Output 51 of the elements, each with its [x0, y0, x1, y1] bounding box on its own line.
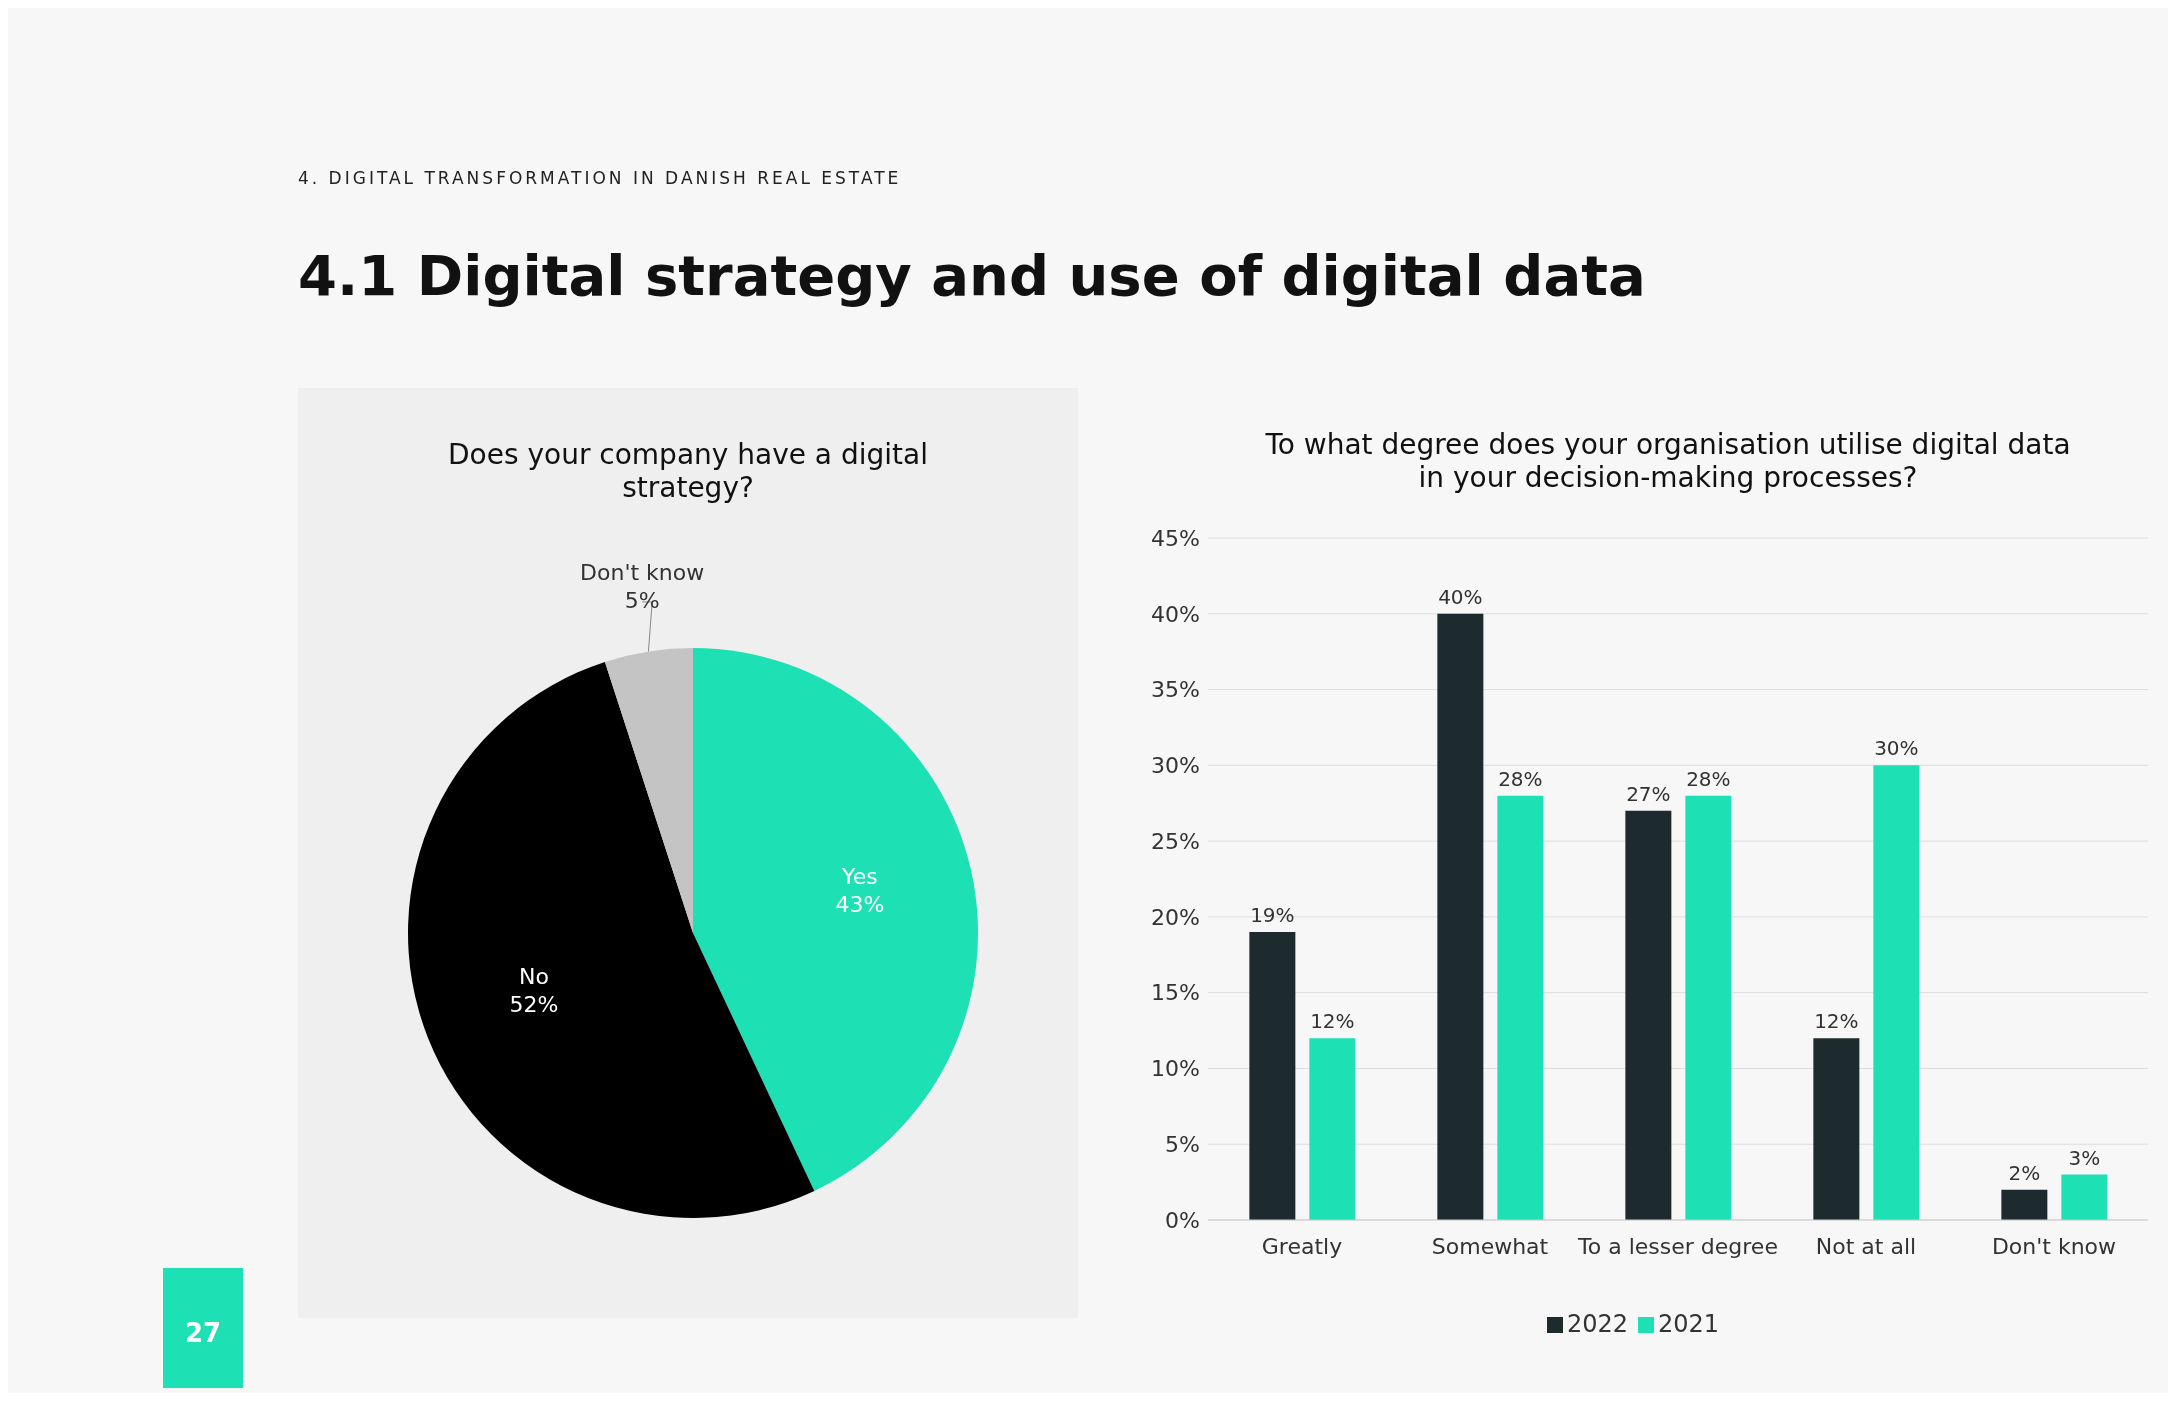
data-label: 5%: [624, 588, 660, 613]
pie-slice: [408, 661, 815, 1218]
data-label: 40%: [1438, 584, 1483, 609]
text: 4.1 Digital strategy and use of digital data: [298, 243, 1646, 308]
slice-label: No: [519, 963, 549, 989]
data-label: 52%: [509, 991, 559, 1017]
bar: [1873, 765, 1920, 1220]
pie-slice: [693, 648, 978, 1191]
data-label: 12%: [1310, 1009, 1355, 1034]
x-tick-label: Greatly: [1261, 1233, 1343, 1259]
bar: [2061, 1174, 2108, 1220]
legend-label: 2022: [1566, 1310, 1628, 1338]
chart-title: Does your company have a digital strategy?: [448, 438, 928, 504]
pie-slice: [604, 648, 693, 933]
x-tick-label: Don't know: [1991, 1233, 2117, 1259]
y-tick-label: 15%: [1151, 980, 1200, 1006]
text: 4. DIGITAL TRANSFORMATION IN DANISH REAL ESTATE: [298, 168, 902, 188]
legend-label: 2021: [1658, 1310, 1720, 1338]
text: 27: [163, 1268, 243, 1388]
y-tick-label: 0%: [1165, 1207, 1200, 1233]
x-tick-label: To a lesser degree: [1577, 1233, 1778, 1259]
data-label: 43%: [835, 891, 885, 917]
slice-label: Don't know: [580, 560, 705, 585]
y-tick-label: 5%: [1165, 1132, 1200, 1158]
y-tick-label: 30%: [1151, 753, 1200, 779]
x-tick-label: Not at all: [1815, 1233, 1917, 1259]
data-label: 30%: [1874, 736, 1919, 761]
bar: [1249, 932, 1296, 1220]
x-tick-label: Somewhat: [1431, 1233, 1549, 1259]
bar: [1625, 810, 1672, 1220]
data-label: 12%: [1814, 1009, 1859, 1034]
data-label: 27%: [1626, 781, 1671, 806]
y-tick-label: 45%: [1151, 525, 1200, 551]
y-tick-label: 40%: [1151, 601, 1200, 627]
bar: [1497, 795, 1544, 1220]
bar: [2001, 1189, 2048, 1220]
bar: [1685, 795, 1732, 1220]
y-tick-label: 20%: [1151, 904, 1200, 930]
bar: [1437, 613, 1484, 1220]
data-label: 19%: [1250, 903, 1295, 928]
data-label: 28%: [1686, 766, 1731, 791]
y-tick-label: 25%: [1151, 828, 1200, 854]
bar: [1309, 1038, 1356, 1220]
slice-label: Yes: [841, 863, 878, 889]
data-label: 2%: [2008, 1160, 2041, 1185]
data-label: 3%: [2068, 1145, 2101, 1170]
chart-title: To what degree does your organisation utilise digital data in your decision-making processes?: [1264, 428, 2072, 494]
y-tick-label: 35%: [1151, 677, 1200, 703]
data-label: 28%: [1498, 766, 1543, 791]
y-tick-label: 10%: [1151, 1056, 1200, 1082]
bar: [1813, 1038, 1860, 1220]
